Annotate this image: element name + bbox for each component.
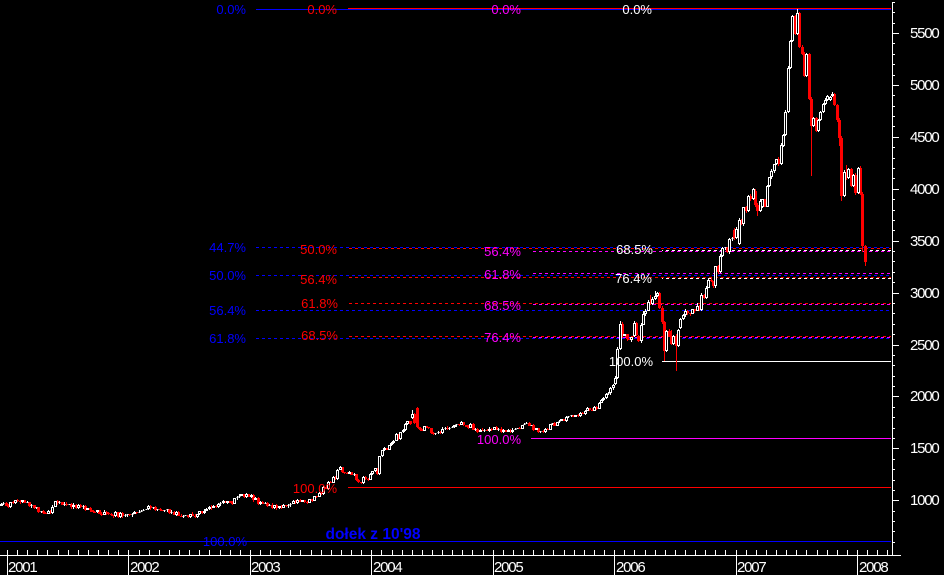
svg-text:2007: 2007 [737,559,766,575]
svg-text:2003: 2003 [251,559,280,575]
svg-text:4000: 4000 [910,181,939,198]
svg-text:2008: 2008 [859,559,888,575]
svg-text:3500: 3500 [910,233,939,250]
svg-text:68.5%: 68.5% [484,298,521,313]
svg-text:2006: 2006 [616,559,645,575]
svg-text:56.4%: 56.4% [484,244,521,259]
svg-text:2002: 2002 [130,559,159,575]
svg-text:56.4%: 56.4% [209,303,246,318]
svg-text:dołek z 10'98: dołek z 10'98 [325,526,420,543]
svg-text:5500: 5500 [910,25,939,42]
svg-text:3000: 3000 [910,285,939,302]
svg-text:50.0%: 50.0% [300,242,337,257]
svg-text:1000: 1000 [910,492,939,509]
svg-text:0.0%: 0.0% [491,2,521,17]
svg-text:50.0%: 50.0% [209,268,246,283]
svg-text:44.7%: 44.7% [209,240,246,255]
svg-text:61.8%: 61.8% [484,267,521,282]
svg-text:61.8%: 61.8% [301,296,338,311]
svg-text:0.0%: 0.0% [216,2,246,17]
svg-text:76.4%: 76.4% [615,271,652,286]
svg-text:100.0%: 100.0% [203,534,248,549]
svg-text:0.0%: 0.0% [622,2,652,17]
svg-text:68.5%: 68.5% [301,328,338,343]
svg-text:68.5%: 68.5% [616,242,653,257]
svg-text:2005: 2005 [494,559,523,575]
svg-text:56.4%: 56.4% [300,272,337,287]
svg-text:2004: 2004 [373,559,402,575]
svg-text:76.4%: 76.4% [484,330,521,345]
svg-text:1500: 1500 [910,440,939,457]
svg-text:100.0%: 100.0% [609,354,654,369]
svg-text:0.0%: 0.0% [307,2,337,17]
svg-text:2000: 2000 [910,388,939,405]
svg-text:100.0%: 100.0% [477,432,522,447]
svg-text:4500: 4500 [910,129,939,146]
svg-text:2001: 2001 [8,559,37,575]
svg-text:100.0%: 100.0% [293,481,338,496]
svg-text:61.8%: 61.8% [209,331,246,346]
svg-text:2500: 2500 [910,337,939,354]
svg-text:5000: 5000 [910,77,939,94]
